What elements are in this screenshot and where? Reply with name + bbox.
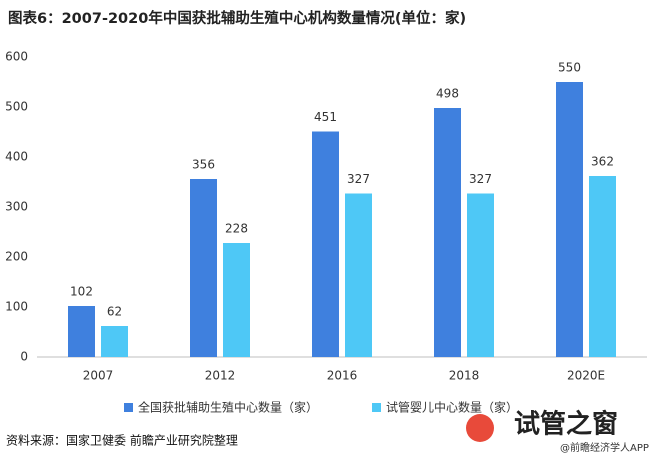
y-tick-label: 600 <box>5 50 28 64</box>
x-tick-label: 2018 <box>449 369 480 383</box>
bar <box>467 193 494 357</box>
y-tick-label: 0 <box>20 350 28 364</box>
bar <box>345 193 372 357</box>
bar <box>434 108 461 357</box>
value-label: 327 <box>469 172 492 186</box>
source: 资料来源：国家卫健委 前瞻产业研究院整理 <box>6 433 238 448</box>
bar <box>223 243 250 357</box>
bar <box>556 82 583 357</box>
watermark: 试管之窗 <box>514 409 618 440</box>
legend-label: 全国获批辅助生殖中心数量（家） <box>138 400 318 415</box>
y-tick-label: 100 <box>5 300 28 314</box>
x-tick-label: 2007 <box>83 369 114 383</box>
value-label: 327 <box>347 172 370 186</box>
value-label: 356 <box>192 158 215 172</box>
watermark-sub: @前瞻经济学人APP <box>560 441 649 454</box>
value-label: 102 <box>70 285 93 299</box>
y-tick-label: 200 <box>5 250 28 264</box>
value-label: 228 <box>225 222 248 236</box>
y-tick-label: 500 <box>5 100 28 114</box>
bar <box>68 306 95 357</box>
legend-swatch <box>372 403 381 412</box>
x-tick-label: 2012 <box>205 369 236 383</box>
value-label: 62 <box>107 305 122 319</box>
legend-swatch <box>124 403 133 412</box>
value-label: 451 <box>314 110 337 124</box>
x-tick-label: 2016 <box>327 369 358 383</box>
legend-label: 试管婴儿中心数量（家） <box>386 400 518 415</box>
value-label: 550 <box>558 61 581 75</box>
watermark-logo <box>466 414 494 442</box>
y-tick-label: 400 <box>5 150 28 164</box>
x-tick-label: 2020E <box>567 369 605 383</box>
bar <box>101 326 128 357</box>
value-label: 498 <box>436 87 459 101</box>
bar <box>312 131 339 357</box>
bar <box>190 179 217 357</box>
value-label: 362 <box>591 155 614 169</box>
chart-title: 图表6：2007-2020年中国获批辅助生殖中心机构数量情况(单位：家) <box>8 9 466 27</box>
y-tick-label: 300 <box>5 200 28 214</box>
bar <box>589 176 616 357</box>
